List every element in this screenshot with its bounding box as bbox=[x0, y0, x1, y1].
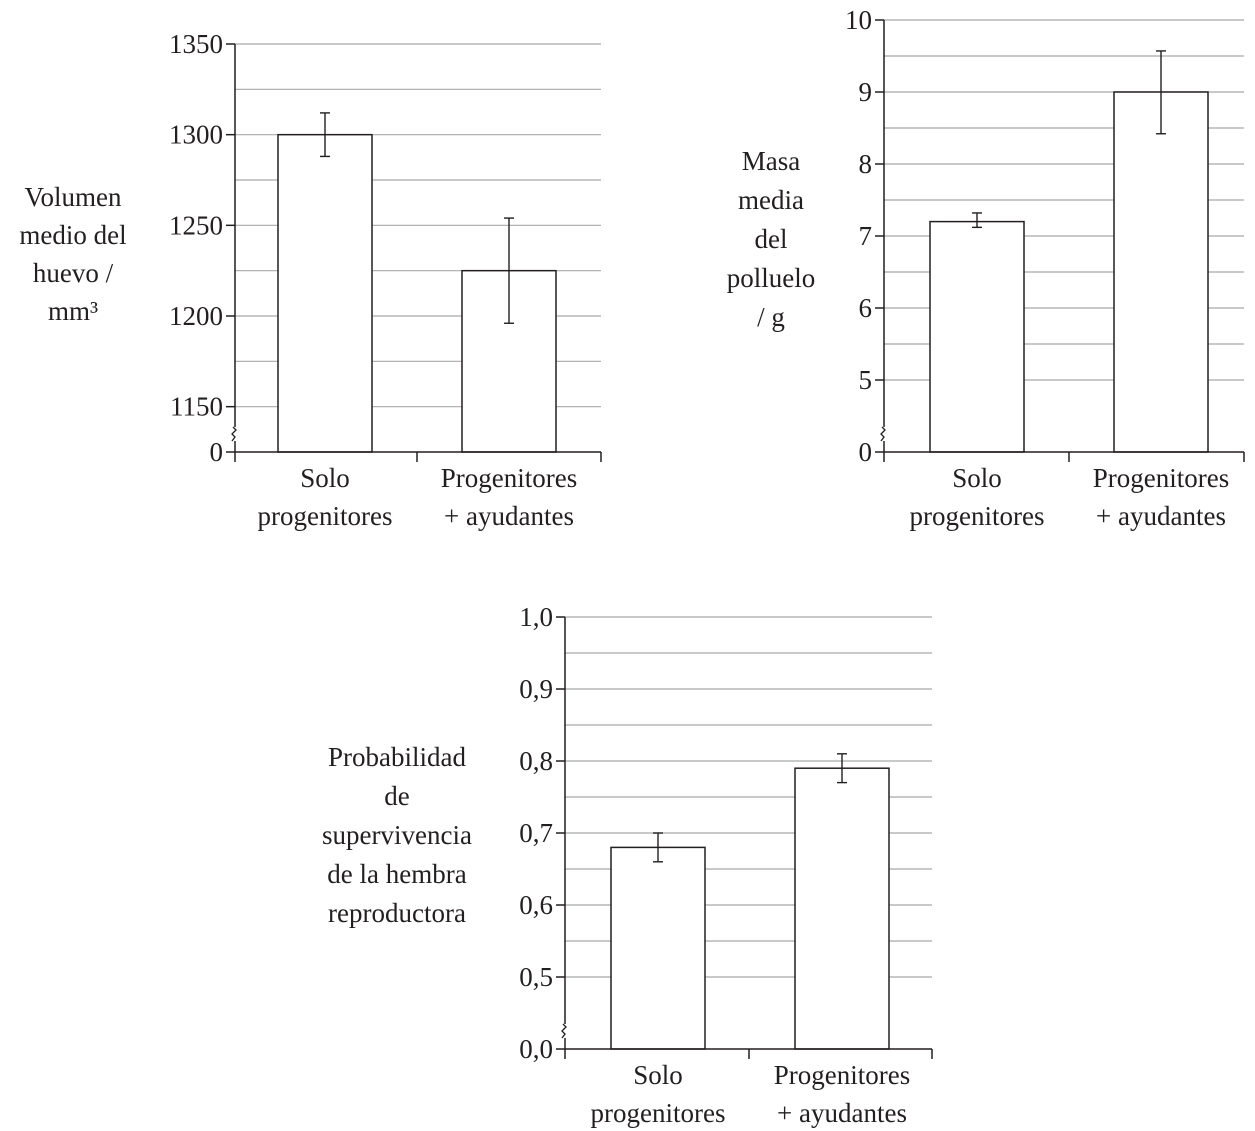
category-label: + ayudantes bbox=[1096, 501, 1226, 531]
category-label: Solo bbox=[633, 1060, 683, 1090]
category-label: Progenitores bbox=[774, 1060, 910, 1090]
y-tick-label: 1200 bbox=[169, 301, 223, 331]
y-tick-label: 0,7 bbox=[519, 818, 553, 848]
bar bbox=[929, 220, 1025, 453]
y-axis-label: Masa bbox=[742, 146, 800, 176]
y-axis-label: mm³ bbox=[48, 296, 98, 326]
axis-break-mark bbox=[561, 1023, 567, 1039]
y-axis-label: medio del bbox=[19, 220, 126, 250]
y-axis-label: polluelo bbox=[727, 263, 816, 293]
y-axis-label: media bbox=[738, 185, 804, 215]
chick-mass-chart: 0 5 6 7 8 9 10 Solo progenitores Progenitores + ay… bbox=[727, 5, 1245, 531]
y-axis-label: del bbox=[755, 224, 788, 254]
y-tick-label: 1,0 bbox=[519, 602, 553, 632]
y-tick-label: 0 bbox=[859, 437, 873, 467]
y-tick-label: 6 bbox=[859, 293, 873, 323]
y-tick-label: 5 bbox=[859, 365, 873, 395]
bar bbox=[794, 767, 890, 1050]
bar bbox=[1113, 91, 1209, 453]
y-tick-label: 1150 bbox=[170, 392, 223, 422]
y-tick-label: 0,9 bbox=[519, 674, 553, 704]
y-tick-label: 1300 bbox=[169, 120, 223, 150]
y-tick-label: 0,0 bbox=[519, 1034, 553, 1064]
y-axis-label: Probabilidad bbox=[328, 742, 466, 772]
y-tick-label: 7 bbox=[859, 221, 873, 251]
egg-volume-chart: 0 1150 1200 1250 1300 1350 Solo progenitores Pro… bbox=[19, 29, 602, 531]
category-label: Progenitores bbox=[1093, 463, 1229, 493]
axis-break-mark bbox=[231, 426, 237, 442]
category-label: progenitores bbox=[258, 501, 393, 531]
y-tick-label: 0,6 bbox=[519, 890, 553, 920]
bar bbox=[610, 846, 706, 1050]
y-axis-label: huevo / bbox=[33, 258, 114, 288]
category-label: Solo bbox=[300, 463, 350, 493]
category-label: Solo bbox=[952, 463, 1002, 493]
y-axis-label: / g bbox=[757, 302, 785, 332]
y-tick-label: 0,5 bbox=[519, 962, 553, 992]
y-axis-label: reproductora bbox=[328, 898, 466, 928]
female-survival-chart: 0,0 0,5 0,6 0,7 0,8 0,9 1,0 Solo progenitores Pro… bbox=[322, 602, 933, 1128]
y-axis-label: Volumen bbox=[24, 182, 122, 212]
bar bbox=[277, 133, 373, 453]
y-tick-label: 0 bbox=[210, 437, 224, 467]
category-label: progenitores bbox=[910, 501, 1045, 531]
y-axis-label: supervivencia bbox=[322, 820, 472, 850]
y-tick-label: 8 bbox=[859, 149, 873, 179]
y-tick-label: 1350 bbox=[169, 29, 223, 59]
y-tick-label: 0,8 bbox=[519, 746, 553, 776]
y-tick-label: 1250 bbox=[169, 210, 223, 240]
y-axis-label: de bbox=[384, 781, 410, 811]
category-label: + ayudantes bbox=[444, 501, 574, 531]
y-tick-label: 9 bbox=[859, 77, 873, 107]
category-label: Progenitores bbox=[441, 463, 577, 493]
y-axis-label: de la hembra bbox=[327, 859, 466, 889]
category-label: progenitores bbox=[591, 1098, 726, 1128]
category-label: + ayudantes bbox=[777, 1098, 907, 1128]
y-tick-label: 10 bbox=[845, 5, 872, 35]
axis-break-mark bbox=[880, 426, 886, 442]
